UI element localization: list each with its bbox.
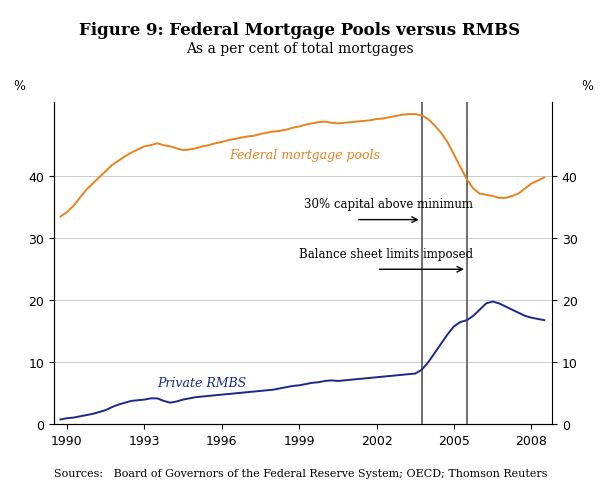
Text: 30% capital above minimum: 30% capital above minimum [304,198,473,211]
Text: %: % [581,80,593,93]
Text: %: % [13,80,25,93]
Text: Federal mortgage pools: Federal mortgage pools [229,149,380,162]
Text: Private RMBS: Private RMBS [157,376,247,389]
Text: Sources:   Board of Governors of the Federal Reserve System; OECD; Thomson Reute: Sources: Board of Governors of the Feder… [54,468,548,478]
Text: Figure 9: Federal Mortgage Pools versus RMBS: Figure 9: Federal Mortgage Pools versus … [79,22,521,39]
Text: Balance sheet limits imposed: Balance sheet limits imposed [299,247,473,261]
Text: As a per cent of total mortgages: As a per cent of total mortgages [186,41,414,56]
